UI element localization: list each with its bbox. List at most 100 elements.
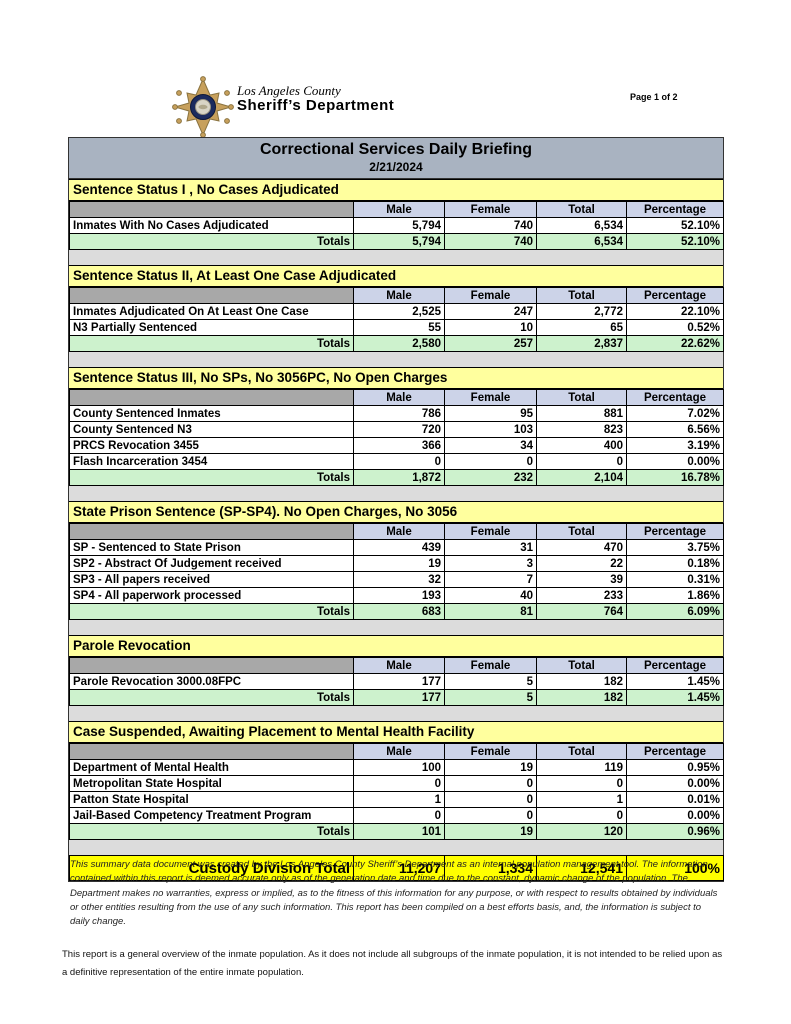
- column-header: Female: [444, 523, 537, 540]
- section-gap: [69, 620, 723, 635]
- section-gap: [69, 486, 723, 501]
- cell-pct: 0.95%: [626, 759, 724, 776]
- cell-female: 0: [444, 453, 537, 470]
- page-number-label: Page 1 of 2: [630, 92, 678, 102]
- row-label: SP3 - All papers received: [69, 571, 354, 588]
- cell-female: 0: [444, 807, 537, 824]
- cell-pct: 52.10%: [626, 233, 724, 250]
- row-label: PRCS Revocation 3455: [69, 437, 354, 454]
- cell-female: 40: [444, 587, 537, 604]
- section-table: Male Female Total Percentage Department of M…: [69, 743, 724, 840]
- column-header: Total: [536, 657, 627, 674]
- cell-female: 0: [444, 791, 537, 808]
- cell-female: 19: [444, 823, 537, 840]
- row-label: Flash Incarceration 3454: [69, 453, 354, 470]
- table-row: Metropolitan State Hospital 0 0 0 0.00%: [69, 775, 724, 792]
- corner-cell: [69, 657, 354, 674]
- column-header: Female: [444, 743, 537, 760]
- column-header: Total: [536, 523, 627, 540]
- report-body: Correctional Services Daily Briefing 2/2…: [68, 137, 724, 882]
- corner-cell: [69, 743, 354, 760]
- column-header: Percentage: [626, 523, 724, 540]
- section-title: Sentence Status I , No Cases Adjudicated: [69, 179, 723, 201]
- cell-pct: 0.18%: [626, 555, 724, 572]
- cell-female: 19: [444, 759, 537, 776]
- report-date: 2/21/2024: [369, 160, 423, 174]
- cell-total: 2,104: [536, 469, 627, 486]
- cell-male: 5,794: [353, 233, 445, 250]
- column-header: Percentage: [626, 389, 724, 406]
- corner-cell: [69, 287, 354, 304]
- cell-total: 182: [536, 673, 627, 690]
- section-title: State Prison Sentence (SP-SP4). No Open …: [69, 501, 723, 523]
- section-table: Male Female Total Percentage Inmates With No…: [69, 201, 724, 250]
- cell-total: 400: [536, 437, 627, 454]
- cell-total: 120: [536, 823, 627, 840]
- cell-pct: 0.52%: [626, 319, 724, 336]
- cell-female: 7: [444, 571, 537, 588]
- column-header: Male: [353, 657, 445, 674]
- grand-total-label: Custody Division Total: [69, 855, 354, 881]
- cell-female: 740: [444, 233, 537, 250]
- cell-male: 177: [353, 689, 445, 706]
- table-row: PRCS Revocation 3455 366 34 400 3.19%: [69, 437, 724, 454]
- agency-department-text: Sheriff’s Department: [237, 96, 395, 114]
- cell-male: 5,794: [353, 217, 445, 234]
- cell-total: 12,541: [536, 855, 627, 881]
- column-header: Female: [444, 201, 537, 218]
- row-label: Metropolitan State Hospital: [69, 775, 354, 792]
- cell-total: 0: [536, 775, 627, 792]
- column-header-row: Male Female Total Percentage: [69, 287, 724, 304]
- table-row: SP2 - Abstract Of Judgement received 19 3 2…: [69, 555, 724, 572]
- cell-total: 0: [536, 807, 627, 824]
- section-table: Male Female Total Percentage Inmates Adjudic…: [69, 287, 724, 352]
- cell-total: 22: [536, 555, 627, 572]
- cell-total: 1: [536, 791, 627, 808]
- agency-name: Los Angeles County Sheriff’s Department: [237, 84, 394, 113]
- table-row: Department of Mental Health 100 19 119 0.95%: [69, 759, 724, 776]
- column-header: Female: [444, 657, 537, 674]
- cell-pct: 22.10%: [626, 303, 724, 320]
- cell-female: 31: [444, 539, 537, 556]
- cell-male: 1,872: [353, 469, 445, 486]
- section-title: Case Suspended, Awaiting Placement to Me…: [69, 721, 723, 743]
- row-label: County Sentenced N3: [69, 421, 354, 438]
- cell-male: 55: [353, 319, 445, 336]
- section-gap: [69, 840, 723, 855]
- cell-male: 366: [353, 437, 445, 454]
- totals-label: Totals: [69, 689, 354, 706]
- column-header-row: Male Female Total Percentage: [69, 201, 724, 218]
- row-label: Department of Mental Health: [69, 759, 354, 776]
- cell-total: 6,534: [536, 233, 627, 250]
- report-title: Correctional Services Daily Briefing: [259, 141, 533, 158]
- cell-pct: 0.96%: [626, 823, 724, 840]
- corner-cell: [69, 523, 354, 540]
- endnote-text: This report is a general overview of the…: [62, 949, 723, 979]
- column-header: Male: [353, 201, 445, 218]
- row-label: Jail-Based Competency Treatment Program: [69, 807, 354, 824]
- column-header: Total: [536, 287, 627, 304]
- table-row: SP4 - All paperwork processed 193 40 233 1.8…: [69, 587, 724, 604]
- cell-male: 101: [353, 823, 445, 840]
- cell-total: 233: [536, 587, 627, 604]
- totals-label: Totals: [69, 469, 354, 486]
- cell-total: 881: [536, 405, 627, 422]
- cell-male: 0: [353, 807, 445, 824]
- cell-female: 247: [444, 303, 537, 320]
- cell-pct: 16.78%: [626, 469, 724, 486]
- cell-total: 0: [536, 453, 627, 470]
- cell-male: 720: [353, 421, 445, 438]
- cell-male: 0: [353, 453, 445, 470]
- totals-row: Totals 2,580 257 2,837 22.62%: [69, 335, 724, 352]
- row-label: Parole Revocation 3000.08FPC: [69, 673, 354, 690]
- cell-female: 3: [444, 555, 537, 572]
- cell-male: 32: [353, 571, 445, 588]
- cell-female: 10: [444, 319, 537, 336]
- column-header: Female: [444, 287, 537, 304]
- column-header: Female: [444, 389, 537, 406]
- cell-pct: 3.19%: [626, 437, 724, 454]
- row-label: Inmates With No Cases Adjudicated: [69, 217, 354, 234]
- cell-male: 2,580: [353, 335, 445, 352]
- disclaimer-text: This summary data document was created b…: [70, 859, 718, 927]
